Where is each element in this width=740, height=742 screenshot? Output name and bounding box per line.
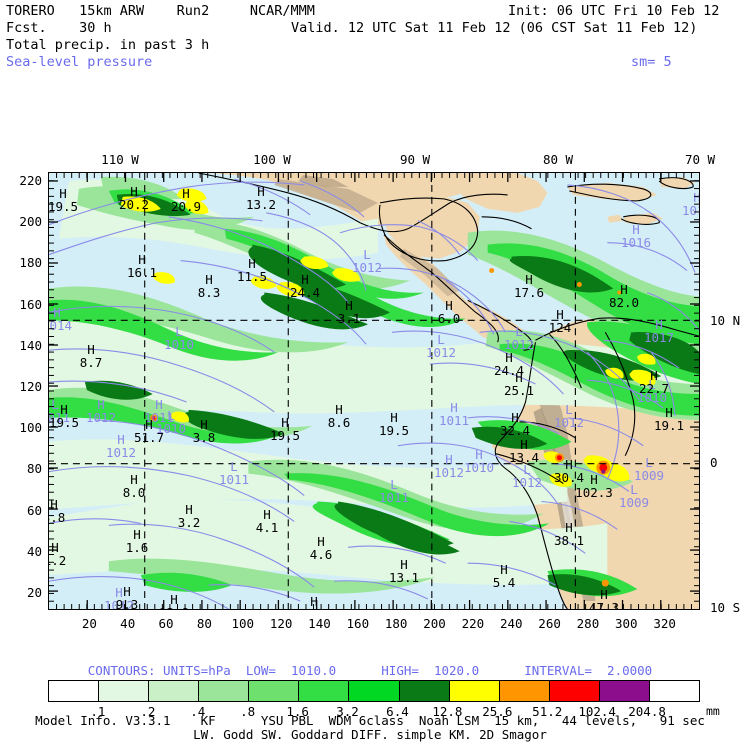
bottom-axis-label-60: 60 — [158, 616, 174, 631]
map-graphics — [49, 173, 699, 609]
precip-colorbar[interactable] — [48, 680, 700, 702]
colorbar-tick-102.4: 102.4 — [578, 704, 616, 719]
axis-ticks — [49, 173, 699, 609]
bottom-axis-label-220: 220 — [461, 616, 485, 631]
colorbar-swatch-6[interactable] — [348, 681, 399, 701]
bottom-axis-label-260: 260 — [538, 616, 561, 631]
bottom-axis-label-100: 100 — [231, 616, 255, 631]
colorbar-tick-1.6: 1.6 — [286, 704, 309, 719]
colorbar-tick-51.2: 51.2 — [532, 704, 563, 719]
header-valid-time: Valid. 12 UTC Sat 11 Feb 12 (06 CST Sat … — [291, 20, 698, 36]
colorbar-tick-.2: .2 — [140, 704, 156, 719]
header-smoothing: sm= 5 — [631, 54, 672, 70]
model-info-line2: LW. Godd SW. Goddard DIFF. simple KM. 2D… — [193, 727, 547, 742]
colorbar-swatch-1[interactable] — [98, 681, 149, 701]
bottom-axis-label-200: 200 — [423, 616, 446, 631]
left-axis-label-60: 60 — [26, 502, 42, 518]
colorbar-unit-label: mm — [706, 704, 720, 718]
colorbar-swatch-3[interactable] — [198, 681, 249, 701]
colorbar-swatch-11[interactable] — [598, 681, 649, 701]
top-axis-label-0: 110 W — [101, 152, 139, 167]
bottom-axis-label-180: 180 — [384, 616, 408, 631]
bottom-axis-label-160: 160 — [346, 616, 370, 631]
colorbar-swatch-0[interactable] — [49, 681, 99, 701]
colorbar-swatch-7[interactable] — [398, 681, 449, 701]
bottom-axis-label-120: 120 — [269, 616, 293, 631]
colorbar-swatch-8[interactable] — [448, 681, 499, 701]
colorbar-tick-6.4: 6.4 — [386, 704, 409, 719]
left-axis-label-40: 40 — [26, 543, 42, 559]
bottom-axis-label-320: 320 — [653, 616, 676, 631]
bottom-axis-label-140: 140 — [308, 616, 331, 631]
bottom-axis-label-240: 240 — [499, 616, 523, 631]
left-axis-label-200: 200 — [19, 214, 42, 230]
colorbar-swatch-10[interactable] — [548, 681, 599, 701]
left-axis-label-100: 100 — [19, 420, 42, 436]
left-axis-label-140: 140 — [19, 337, 42, 353]
colorbar-tick-.8: .8 — [240, 704, 256, 719]
left-axis-label-180: 180 — [19, 255, 42, 271]
right-axis-label-1: 0 — [710, 455, 718, 470]
colorbar-tick-204.8: 204.8 — [628, 704, 666, 719]
bottom-axis-label-300: 300 — [614, 616, 638, 631]
bottom-axis-label-280: 280 — [576, 616, 600, 631]
top-axis-label-2: 90 W — [399, 152, 431, 167]
right-axis-label-2: 10 S — [710, 600, 740, 615]
top-axis-label-4: 70 W — [684, 152, 716, 167]
colorbar-swatch-12[interactable] — [648, 681, 700, 701]
model-info-line1: Model Info. V3.3.1 KF YSU PBL WDM 6class… — [35, 713, 705, 728]
left-axis-label-220: 220 — [19, 173, 42, 188]
colorbar-swatch-4[interactable] — [248, 681, 299, 701]
top-axis-label-3: 80 W — [542, 152, 574, 167]
colorbar-tick-.4: .4 — [190, 704, 206, 719]
left-axis-label-160: 160 — [19, 296, 42, 312]
colorbar-swatch-5[interactable] — [298, 681, 349, 701]
contour-legend-text: CONTOURS: UNITS=hPa LOW= 1010.0 HIGH= 10… — [87, 663, 653, 678]
header-field-precip: Total precip. in past 3 h — [6, 37, 210, 53]
bottom-axis-label-20: 20 — [81, 616, 97, 631]
header-forecast-hour: Fcst. 30 h — [6, 20, 112, 36]
colorbar-swatch-9[interactable] — [498, 681, 549, 701]
header-init-time: Init: 06 UTC Fri 10 Feb 12 — [508, 3, 720, 19]
left-axis-label-20: 20 — [26, 585, 42, 600]
header-model-title: TORERO 15km ARW Run2 NCAR/MMM — [6, 3, 315, 19]
header-field-pressure: Sea-level pressure — [6, 54, 153, 70]
forecast-map-panel[interactable]: H1014L1012L1010H1012H1011L1011H1011L1012… — [48, 172, 700, 610]
bottom-axis-label-80: 80 — [196, 616, 212, 631]
bottom-axis-label-40: 40 — [120, 616, 136, 631]
colorbar-swatch-2[interactable] — [148, 681, 199, 701]
colorbar-tick-3.2: 3.2 — [336, 704, 359, 719]
colorbar-tick-.1: .1 — [90, 704, 106, 719]
left-axis-label-80: 80 — [26, 461, 42, 477]
right-axis-label-0: 10 N — [710, 313, 740, 328]
top-axis-label-1: 100 W — [253, 152, 291, 167]
colorbar-tick-25.6: 25.6 — [482, 704, 513, 719]
left-axis-label-120: 120 — [19, 379, 42, 394]
colorbar-tick-12.8: 12.8 — [432, 704, 463, 719]
